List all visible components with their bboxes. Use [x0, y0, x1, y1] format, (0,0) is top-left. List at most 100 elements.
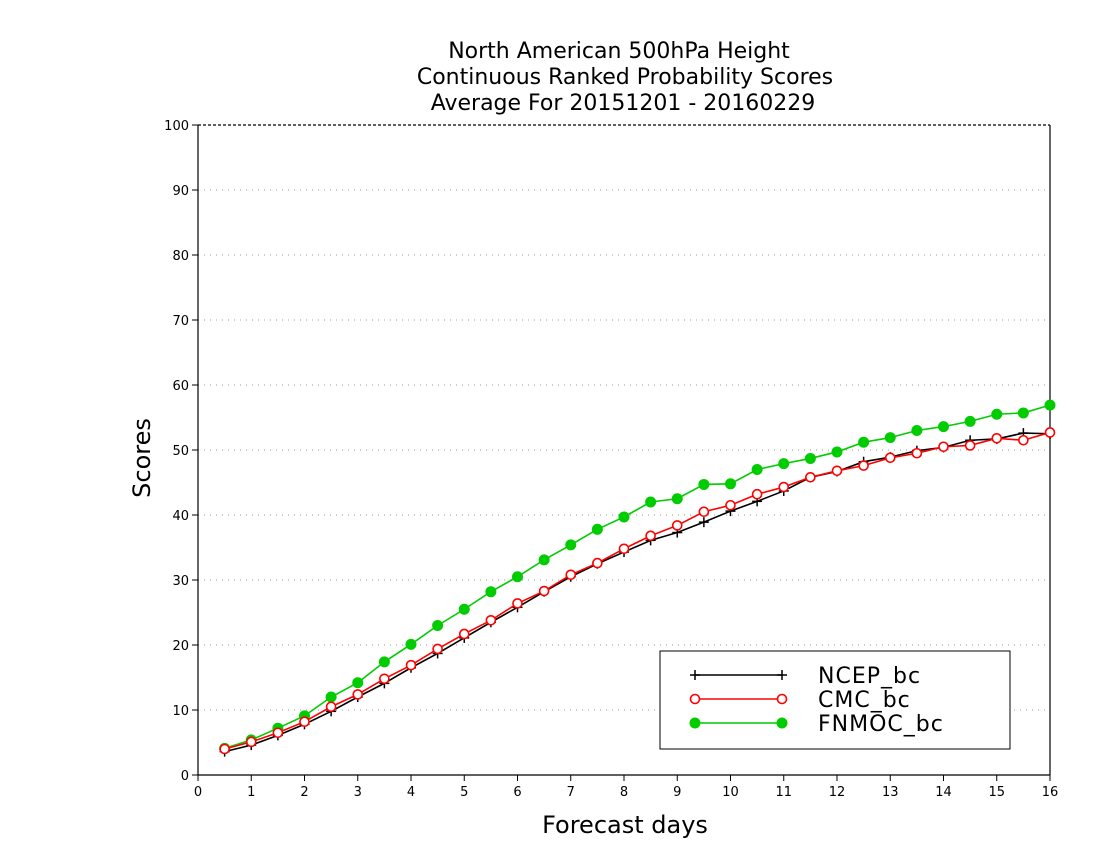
data-point — [458, 628, 470, 640]
data-point — [405, 638, 417, 650]
data-point — [512, 598, 523, 609]
x-tick-label: 6 — [513, 785, 521, 800]
data-point — [964, 440, 976, 451]
data-point — [964, 415, 976, 427]
x-tick-label: 3 — [354, 785, 362, 800]
data-point — [698, 478, 710, 490]
data-point — [671, 520, 683, 531]
data-point — [432, 643, 443, 655]
y-tick-label: 80 — [172, 249, 189, 264]
legend-item-CMC_bc: CMC_bc — [689, 688, 911, 713]
data-point — [378, 656, 390, 668]
data-point — [645, 496, 657, 508]
data-point — [804, 452, 816, 464]
data-point — [778, 458, 790, 470]
legend-marker — [776, 717, 788, 729]
legend-marker — [776, 693, 788, 705]
data-point — [831, 446, 843, 458]
data-point — [538, 554, 550, 566]
data-point — [485, 586, 497, 598]
data-point — [591, 523, 603, 535]
data-point — [725, 499, 736, 511]
data-point — [805, 471, 816, 483]
y-tick-label: 40 — [172, 509, 189, 524]
data-point — [1018, 434, 1029, 446]
y-tick-label: 60 — [172, 379, 189, 394]
legend-label: FNMOC_bc — [818, 712, 944, 737]
legend-label: CMC_bc — [818, 688, 911, 713]
data-point — [538, 585, 550, 597]
data-point — [1044, 399, 1056, 411]
data-point — [512, 571, 523, 583]
y-tick-label: 70 — [172, 314, 189, 329]
title-line-2: Continuous Ranked Probability Scores — [417, 65, 833, 90]
y-axis-label: Scores — [128, 418, 156, 498]
data-point — [352, 677, 364, 689]
data-point — [671, 493, 683, 505]
data-point — [325, 701, 337, 713]
legend-box — [659, 650, 1011, 750]
data-point — [618, 543, 630, 555]
x-tick-label: 12 — [829, 785, 846, 800]
data-point — [379, 673, 390, 685]
data-point — [325, 691, 337, 703]
data-point — [1017, 407, 1029, 419]
data-point — [245, 736, 257, 748]
y-tick-label: 30 — [172, 574, 189, 589]
x-tick-label: 15 — [988, 785, 1005, 800]
data-point — [352, 689, 364, 700]
title-line-3: Average For 20151201 - 20160229 — [431, 91, 816, 116]
data-point — [272, 727, 284, 739]
series-FNMOC_bc — [219, 399, 1056, 754]
series-CMC_bc — [219, 427, 1056, 755]
x-tick-label: 13 — [882, 785, 899, 800]
data-point — [565, 569, 577, 581]
title-line-1: North American 500hPa Height — [448, 39, 790, 64]
data-point — [485, 614, 497, 626]
data-point — [1044, 427, 1056, 438]
data-point — [751, 488, 763, 500]
data-point — [751, 464, 763, 475]
data-point — [299, 716, 310, 728]
data-point — [405, 659, 417, 671]
data-point — [991, 432, 1003, 444]
data-point — [432, 620, 444, 631]
data-point — [991, 408, 1003, 420]
data-point — [458, 603, 470, 615]
legend-marker — [777, 670, 787, 680]
data-point — [725, 478, 736, 490]
x-tick-label: 7 — [567, 785, 575, 800]
data-point — [911, 425, 923, 436]
data-point — [592, 557, 603, 569]
data-point — [858, 436, 870, 448]
x-axis-label: Forecast days — [542, 811, 708, 839]
data-point — [938, 441, 949, 453]
data-point — [884, 452, 896, 464]
x-tick-label: 5 — [460, 785, 468, 800]
x-tick-label: 10 — [722, 785, 739, 800]
legend-marker — [689, 717, 701, 729]
data-point — [778, 481, 790, 493]
plot-series — [219, 399, 1056, 757]
legend-item-NCEP_bc: NCEP_bc — [690, 664, 920, 689]
data-point — [645, 530, 656, 542]
x-tick-label: 0 — [194, 785, 202, 800]
x-tick-label: 9 — [673, 785, 681, 800]
data-point — [698, 506, 710, 518]
data-point — [698, 517, 709, 528]
legend-marker — [689, 693, 701, 705]
data-point — [565, 539, 577, 551]
y-tick-label: 90 — [172, 184, 189, 199]
y-tick-label: 10 — [172, 704, 189, 719]
chart-title: North American 500hPa Height Continuous … — [417, 39, 833, 116]
data-point — [618, 511, 630, 523]
y-tick-label: 50 — [172, 444, 189, 459]
y-tick-label: 20 — [172, 639, 189, 654]
x-tick-label: 14 — [935, 785, 952, 800]
y-tick-label: 0 — [181, 769, 189, 784]
x-tick-label: 8 — [620, 785, 628, 800]
x-tick-label: 4 — [407, 785, 415, 800]
x-tick-label: 2 — [300, 785, 308, 800]
x-tick-label: 1 — [247, 785, 255, 800]
